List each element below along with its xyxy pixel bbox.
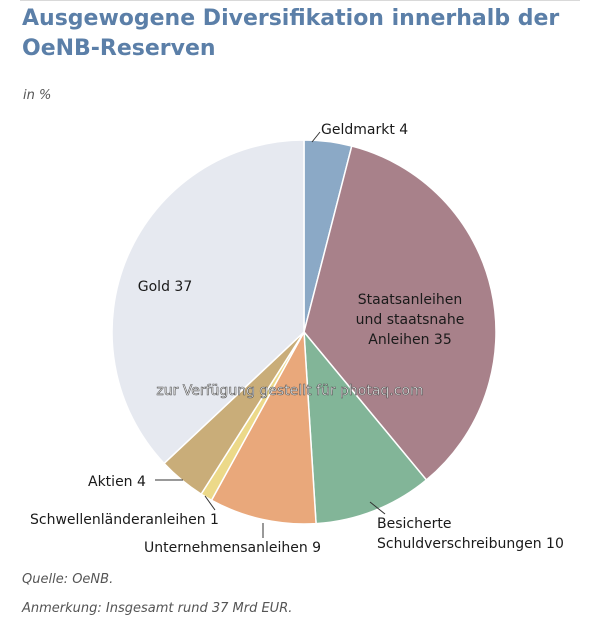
pie-slice-3 [303,329,428,525]
slice-label-3-line-1: Besicherte [377,516,451,532]
slice-label-6-line-1: Aktien 4 [88,474,146,490]
leader-line-5 [204,495,216,511]
watermark: zur Verfügung gestellt für photaq.com [156,383,423,399]
top-rule [20,0,580,1]
slice-label-4-line-1: Unternehmensanleihen 9 [144,540,321,556]
slice-label-2-line-2: und staatsnahe [356,312,465,328]
title-line-2: OeNB-Reserven [22,36,216,61]
slice-label-3-line-2: Schuldverschreibungen 10 [377,536,564,552]
chart-title: Ausgewogene Diversifikation innerhalb de… [22,4,582,64]
leader-line-1 [311,131,321,143]
pie-slice-4 [210,329,317,525]
slice-label-7-line-1: Gold 37 [138,279,192,295]
leader-line-3 [369,501,386,515]
source-note: Quelle: OeNB. [22,572,114,587]
slice-label-1-line-1: Geldmarkt 4 [321,122,408,138]
title-line-1: Ausgewogene Diversifikation innerhalb de… [22,6,560,31]
pie-slice-2 [303,145,497,481]
footnote: Anmerkung: Insgesamt rund 37 Mrd EUR. [22,601,293,616]
pie-slice-7 [111,139,305,465]
slice-label-5-line-1: Schwellenländeranleihen 1 [30,512,219,528]
slice-label-2-line-1: Staatsanleihen [358,292,463,308]
unit-label: in % [23,88,52,103]
slice-label-2-line-3: Anleihen 35 [368,332,451,348]
